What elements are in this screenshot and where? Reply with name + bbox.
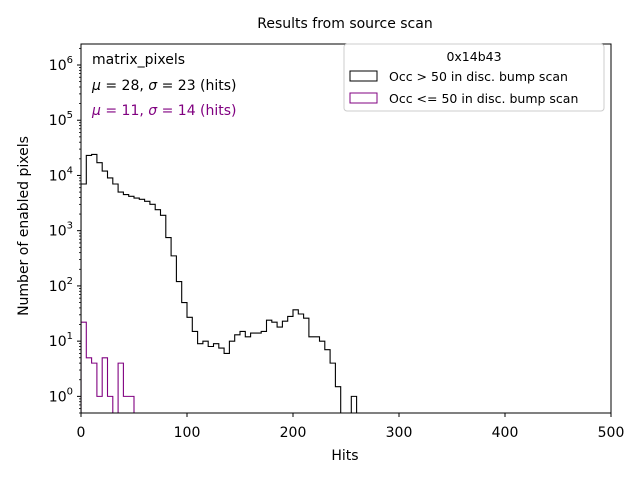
legend-frame bbox=[343, 43, 605, 112]
histogram-series-occ-le-50 bbox=[81, 321, 135, 413]
y-tick-label: 100 bbox=[49, 386, 73, 405]
annotation-mu-value: = 11, bbox=[101, 103, 148, 119]
annotation-stats-occ-le-50: μ = 11, σ = 14 (hits) bbox=[91, 103, 237, 119]
x-tick-label: 200 bbox=[280, 425, 307, 441]
x-tick-label: 300 bbox=[386, 425, 413, 441]
annotation-name: matrix_pixels bbox=[92, 52, 185, 68]
stats-annotations: matrix_pixels μ = 28, σ = 23 (hits) μ = … bbox=[91, 52, 237, 119]
y-tick-label: 101 bbox=[49, 331, 73, 350]
legend-swatch-occ-le-50 bbox=[349, 92, 378, 104]
legend: 0x14b43 Occ > 50 in disc. bump scan Occ … bbox=[343, 43, 605, 112]
x-tick-label: 500 bbox=[598, 425, 625, 441]
histogram-series-occ-gt-50 bbox=[81, 153, 358, 413]
x-tick-label: 100 bbox=[174, 425, 201, 441]
legend-swatch-occ-gt-50 bbox=[349, 70, 378, 82]
legend-label-occ-gt-50: Occ > 50 in disc. bump scan bbox=[389, 69, 568, 84]
y-tick-label: 105 bbox=[49, 110, 73, 129]
annotation-mu-value: = 28, bbox=[101, 78, 148, 94]
annotation-mu-symbol: μ bbox=[91, 103, 101, 119]
annotation-sigma-value: = 14 (hits) bbox=[157, 103, 236, 119]
legend-label-occ-le-50: Occ <= 50 in disc. bump scan bbox=[389, 91, 578, 106]
y-tick-label: 103 bbox=[49, 221, 73, 240]
y-tick-label: 106 bbox=[49, 55, 73, 74]
histogram-series-group bbox=[81, 153, 358, 413]
y-tick-label: 104 bbox=[49, 165, 73, 184]
x-tick-label: 0 bbox=[77, 425, 86, 441]
annotation-mu-symbol: μ bbox=[91, 78, 101, 94]
annotation-sigma-symbol: σ bbox=[148, 103, 158, 119]
x-tick-label: 400 bbox=[492, 425, 519, 441]
y-axis: 100 101 102 103 104 105 106 bbox=[49, 47, 81, 414]
legend-title: 0x14b43 bbox=[446, 49, 501, 64]
annotation-stats-occ-gt-50: μ = 28, σ = 23 (hits) bbox=[91, 78, 237, 94]
x-axis-label: Hits bbox=[331, 448, 358, 464]
y-axis-label: Number of enabled pixels bbox=[16, 136, 32, 316]
annotation-sigma-symbol: σ bbox=[148, 78, 158, 94]
annotation-sigma-value: = 23 (hits) bbox=[157, 78, 236, 94]
y-tick-label: 102 bbox=[49, 276, 73, 295]
chart-title: Results from source scan bbox=[257, 16, 432, 32]
x-axis: 0 100 200 300 400 500 bbox=[77, 413, 625, 441]
